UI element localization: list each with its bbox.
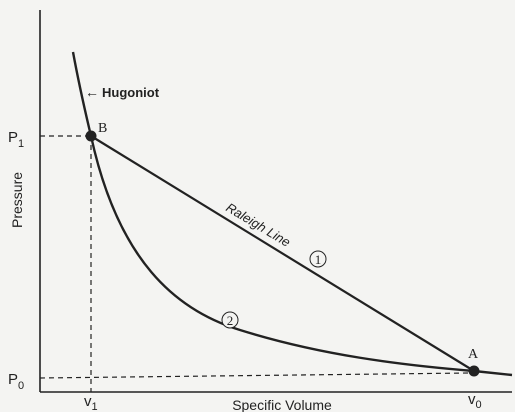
x-tick-v0: v0 <box>468 391 482 411</box>
point-a-label: A <box>468 347 479 362</box>
y-tick-p1: P1 <box>8 129 24 150</box>
path-one-label: 1 <box>315 252 322 267</box>
path-two-label: 2 <box>227 313 234 328</box>
p0-guide-line <box>39 372 471 379</box>
y-tick-p0: P0 <box>8 371 24 392</box>
point-b-marker <box>85 130 97 142</box>
y-axis-label: Pressure <box>9 172 25 228</box>
hugoniot-curve <box>71 51 513 377</box>
x-axis-label: Specific Volume <box>232 397 332 412</box>
hugoniot-label: Hugoniot <box>102 85 160 100</box>
hugoniot-arrow-icon: ← <box>85 84 99 100</box>
path-two-circle <box>221 311 239 329</box>
raleigh-line <box>90 135 475 372</box>
point-b-label: B <box>98 121 107 136</box>
path-one-circle <box>309 250 327 268</box>
x-tick-v1: v1 <box>84 393 98 412</box>
point-a-marker <box>468 365 480 377</box>
